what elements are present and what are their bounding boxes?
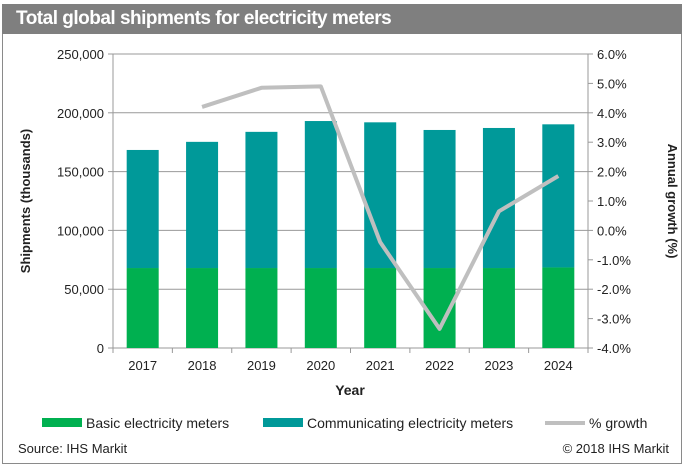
y2-tick-label: 2.0% — [597, 165, 627, 180]
y-tick-label: 200,000 — [57, 106, 104, 121]
y-tick-label: 250,000 — [57, 47, 104, 62]
bar-communicating — [423, 129, 456, 269]
bar-communicating — [304, 121, 337, 269]
x-axis-label: Year — [335, 382, 365, 398]
bar-basic — [126, 268, 159, 348]
x-tick-label: 2018 — [188, 358, 217, 373]
bar-communicating — [542, 124, 575, 268]
y-axis-label: Shipments (thousands) — [18, 129, 33, 273]
y2-tick-label: -3.0% — [597, 312, 631, 327]
y-tick-label: 0 — [97, 341, 104, 356]
x-tick-label: 2022 — [425, 358, 454, 373]
y2-tick-label: -2.0% — [597, 282, 631, 297]
y2-axis-label: Annual growth (%) — [665, 144, 680, 259]
chart-title: Total global shipments for electricity m… — [2, 4, 682, 34]
y-tick-label: 100,000 — [57, 223, 104, 238]
x-tick-label: 2023 — [484, 358, 513, 373]
bar-communicating — [126, 149, 159, 269]
x-tick-label: 2017 — [128, 358, 157, 373]
bar-basic — [304, 268, 337, 348]
bar-basic — [542, 267, 575, 348]
legend-label: % growth — [589, 415, 647, 431]
y2-tick-label: 1.0% — [597, 194, 627, 209]
y2-tick-label: 6.0% — [597, 47, 627, 62]
y-tick-label: 150,000 — [57, 165, 104, 180]
y2-tick-label: 4.0% — [597, 106, 627, 121]
x-tick-label: 2024 — [544, 358, 573, 373]
legend-swatch — [42, 418, 82, 427]
bar-communicating — [186, 141, 219, 269]
bar-communicating — [245, 131, 278, 269]
bar-basic — [186, 268, 219, 348]
bar-basic — [364, 268, 397, 348]
y-tick-label: 50,000 — [64, 282, 104, 297]
source-note: Source: IHS Markit — [18, 441, 128, 456]
legend-label: Basic electricity meters — [86, 415, 229, 431]
x-tick-label: 2019 — [247, 358, 276, 373]
bar-basic — [245, 268, 278, 348]
y2-tick-label: 3.0% — [597, 135, 627, 150]
x-tick-label: 2020 — [306, 358, 335, 373]
y2-tick-label: -1.0% — [597, 253, 631, 268]
y2-tick-label: 0.0% — [597, 223, 627, 238]
copyright-note: © 2018 IHS Markit — [562, 441, 669, 456]
bar-basic — [482, 268, 515, 348]
y2-tick-label: -4.0% — [597, 341, 631, 356]
bar-communicating — [482, 127, 515, 269]
bar-communicating — [364, 122, 397, 269]
legend-label: Communicating electricity meters — [307, 415, 513, 431]
legend-swatch — [263, 418, 303, 427]
x-tick-label: 2021 — [366, 358, 395, 373]
y2-tick-label: 5.0% — [597, 76, 627, 91]
